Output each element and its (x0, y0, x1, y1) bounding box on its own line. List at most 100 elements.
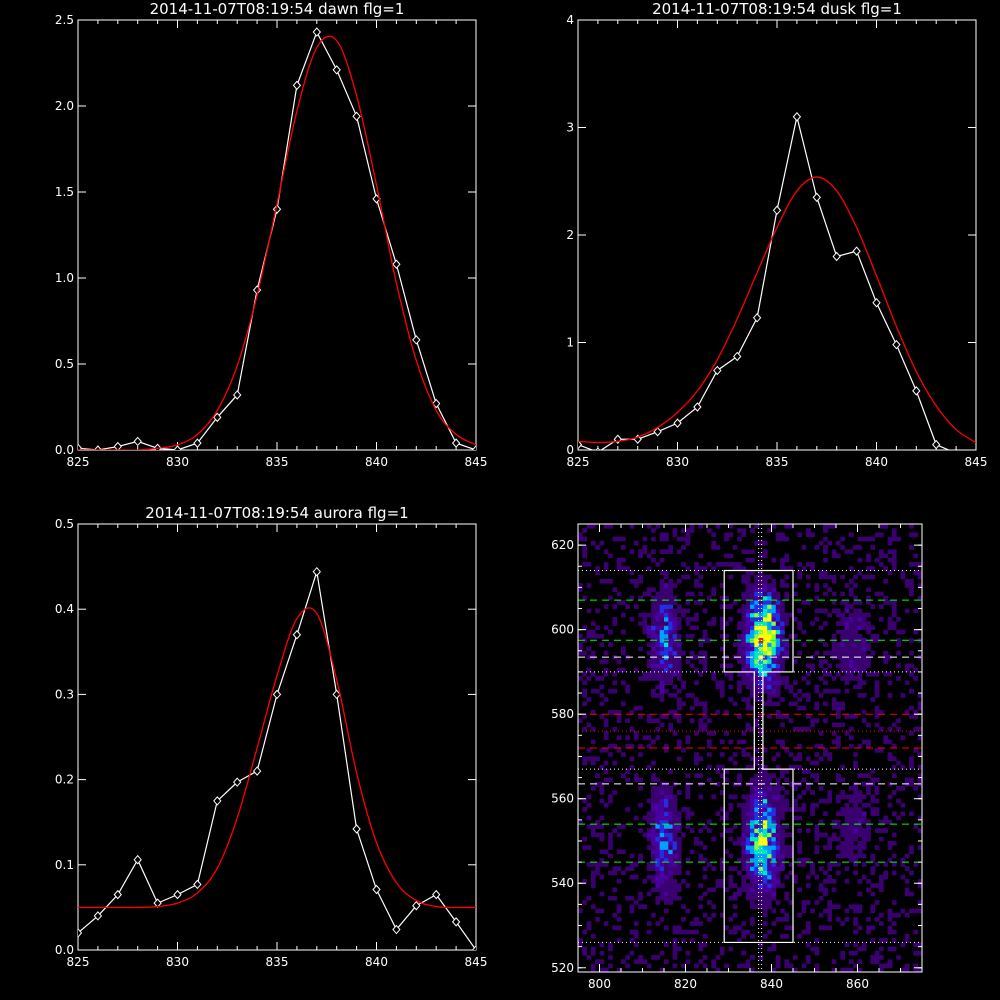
heatmap-cell (578, 587, 583, 593)
heatmap-cell (745, 866, 751, 871)
data-point-marker (252, 766, 262, 776)
heatmap-cell (762, 701, 768, 707)
heatmap-cell (694, 929, 699, 935)
heatmap-cell (750, 870, 755, 876)
heatmap-cell (590, 870, 596, 876)
heatmap-cell (810, 722, 815, 728)
heatmap-cell (586, 646, 592, 652)
data-line (78, 30, 476, 450)
data-point-marker (93, 911, 103, 921)
heatmap-cell (651, 663, 656, 669)
heatmap-cell (797, 794, 802, 800)
heatmap-cell (917, 583, 923, 588)
heatmap-cell (741, 650, 747, 656)
heatmap-cell (603, 731, 609, 736)
heatmap-cell (857, 794, 863, 800)
heatmap-cell (801, 929, 807, 935)
data-point-marker (372, 884, 381, 895)
heatmap-cell (771, 879, 777, 884)
heatmap-cell (814, 545, 820, 550)
heatmap-cell (823, 659, 828, 664)
heatmap-cell (883, 629, 888, 635)
heatmap-cell (651, 616, 656, 622)
data-point-marker (595, 447, 601, 450)
heatmap-cell (586, 667, 592, 673)
heatmap-cell (848, 815, 854, 821)
heatmap-cell (853, 633, 858, 639)
heatmap-cell (780, 667, 785, 673)
heatmap-cell (848, 735, 854, 740)
heatmap-cell (797, 562, 802, 567)
heatmap-cell (866, 929, 871, 935)
heatmap-cell (676, 790, 682, 795)
heatmap-cell (917, 967, 923, 973)
heatmap-cell (844, 629, 850, 635)
data-point-marker (193, 879, 202, 890)
heatmap-cell (857, 667, 863, 673)
heatmap-cell (655, 735, 661, 740)
heatmap-cell (737, 688, 742, 694)
heatmap-cell (664, 870, 669, 876)
heatmap-cell (689, 718, 695, 724)
heatmap-cell (638, 549, 643, 554)
heatmap-cell (784, 676, 790, 681)
heatmap-cell (642, 549, 648, 554)
heatmap-cell (857, 904, 863, 910)
heatmap-cell (745, 625, 751, 631)
heatmap-cell (861, 781, 867, 787)
heatmap-cell (827, 574, 833, 580)
heatmap-cell (896, 616, 901, 622)
heatmap-cell (823, 887, 828, 893)
heatmap-cell (762, 874, 768, 880)
heatmap-cell (750, 798, 755, 804)
data-point-marker (292, 630, 302, 640)
heatmap-cell (664, 832, 669, 838)
heatmap-cell (698, 659, 704, 664)
heatmap-cell (848, 811, 854, 817)
heatmap-cell (737, 891, 742, 897)
heatmap-cell (848, 659, 854, 664)
heatmap-cell (887, 540, 893, 546)
heatmap-cell (823, 650, 828, 656)
heatmap-cell (797, 688, 802, 694)
heatmap-cell (612, 895, 618, 901)
heatmap-cell (762, 883, 768, 888)
heatmap-cell (904, 933, 910, 939)
heatmap-cell (655, 659, 661, 664)
heatmap-cell (724, 731, 729, 736)
heatmap-cell (750, 802, 755, 808)
heatmap-cell (745, 612, 751, 618)
heatmap-cell (659, 532, 665, 538)
heatmap-cell (750, 786, 755, 791)
heatmap-cell (741, 642, 747, 647)
heatmap-cell (771, 891, 777, 897)
heatmap-cell (801, 904, 807, 910)
heatmap-cell (651, 828, 656, 833)
heatmap-cell (672, 595, 678, 601)
heatmap-cell (750, 705, 755, 711)
heatmap-cell (754, 786, 759, 791)
heatmap-cell (788, 849, 794, 855)
heatmap-cell (818, 786, 824, 791)
heatmap-cell (621, 773, 626, 778)
heatmap-cell (879, 616, 884, 622)
heatmap-cell (741, 532, 747, 538)
heatmap-cell (887, 680, 893, 686)
heatmap-cell (659, 642, 665, 647)
heatmap-cell (676, 625, 682, 631)
heatmap-cell (831, 524, 837, 529)
heatmap-cell (750, 693, 755, 698)
heatmap-cell (578, 908, 583, 914)
heatmap-cell (823, 832, 828, 838)
heatmap-cell (758, 840, 764, 846)
heatmap-cell (814, 963, 820, 969)
heatmap-cell (732, 866, 738, 871)
heatmap-cell (754, 578, 759, 584)
heatmap-cell (793, 591, 798, 597)
heatmap-cell (633, 735, 639, 740)
heatmap-cell (646, 553, 652, 559)
heatmap-cell (853, 908, 858, 914)
heatmap-cell (633, 667, 639, 673)
heatmap-cell (698, 895, 704, 901)
heatmap-cell (891, 722, 897, 728)
